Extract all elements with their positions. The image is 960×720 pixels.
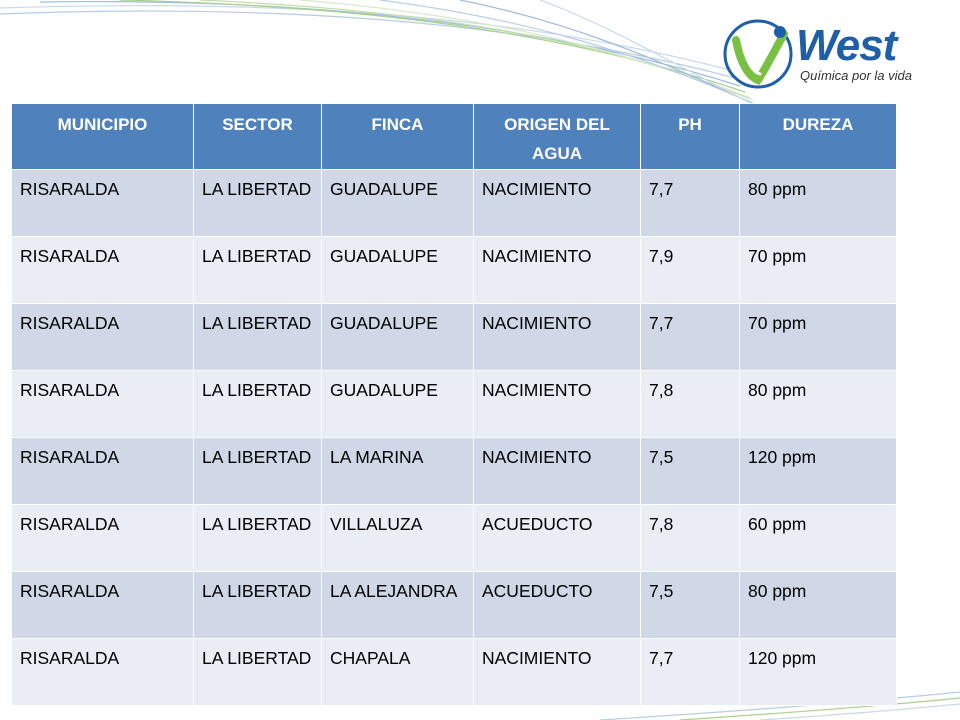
cell-sector: LA LIBERTAD — [193, 370, 322, 438]
cell-sector: LA LIBERTAD — [193, 437, 322, 505]
cell-ph: 7,5 — [640, 571, 740, 639]
cell-finca: GUADALUPE — [321, 370, 474, 438]
table-row: RISARALDA LA LIBERTAD GUADALUPE NACIMIEN… — [11, 370, 897, 438]
cell-municipio: RISARALDA — [11, 303, 194, 371]
cell-dureza: 80 ppm — [739, 571, 897, 639]
cell-municipio: RISARALDA — [11, 638, 194, 706]
table-row: RISARALDA LA LIBERTAD CHAPALA NACIMIENTO… — [11, 638, 897, 706]
brand-name: West — [796, 21, 897, 70]
cell-sector: LA LIBERTAD — [193, 303, 322, 371]
cell-sector: LA LIBERTAD — [193, 169, 322, 237]
cell-municipio: RISARALDA — [11, 571, 194, 639]
cell-origen: ACUEDUCTO — [473, 504, 641, 572]
cell-origen: NACIMIENTO — [473, 370, 641, 438]
cell-finca: CHAPALA — [321, 638, 474, 706]
brand-tagline: Química por la vida — [800, 68, 912, 83]
header-municipio: MUNICIPIO — [11, 103, 194, 170]
cell-ph: 7,5 — [640, 437, 740, 505]
cell-municipio: RISARALDA — [11, 504, 194, 572]
cell-dureza: 80 ppm — [739, 169, 897, 237]
cell-municipio: RISARALDA — [11, 236, 194, 304]
header-finca: FINCA — [321, 103, 474, 170]
cell-ph: 7,9 — [640, 236, 740, 304]
table-row: RISARALDA LA LIBERTAD GUADALUPE NACIMIEN… — [11, 236, 897, 304]
cell-ph: 7,8 — [640, 504, 740, 572]
cell-finca: LA MARINA — [321, 437, 474, 505]
cell-sector: LA LIBERTAD — [193, 504, 322, 572]
cell-dureza: 60 ppm — [739, 504, 897, 572]
cell-origen: NACIMIENTO — [473, 236, 641, 304]
table-header-row: MUNICIPIO SECTOR FINCA ORIGEN DEL AGUA P… — [11, 103, 897, 170]
cell-origen: NACIMIENTO — [473, 437, 641, 505]
cell-origen: NACIMIENTO — [473, 169, 641, 237]
cell-sector: LA LIBERTAD — [193, 571, 322, 639]
cell-dureza: 70 ppm — [739, 236, 897, 304]
cell-dureza: 70 ppm — [739, 303, 897, 371]
logo-mark-icon — [723, 19, 793, 89]
cell-municipio: RISARALDA — [11, 169, 194, 237]
cell-dureza: 120 ppm — [739, 437, 897, 505]
cell-finca: GUADALUPE — [321, 236, 474, 304]
cell-sector: LA LIBERTAD — [193, 638, 322, 706]
cell-origen: NACIMIENTO — [473, 638, 641, 706]
cell-dureza: 80 ppm — [739, 370, 897, 438]
cell-origen: NACIMIENTO — [473, 303, 641, 371]
cell-ph: 7,7 — [640, 638, 740, 706]
cell-sector: LA LIBERTAD — [193, 236, 322, 304]
table-row: RISARALDA LA LIBERTAD GUADALUPE NACIMIEN… — [11, 303, 897, 371]
cell-municipio: RISARALDA — [11, 370, 194, 438]
cell-municipio: RISARALDA — [11, 437, 194, 505]
header-swoosh-decoration — [0, 0, 761, 109]
table-row: RISARALDA LA LIBERTAD LA ALEJANDRA ACUED… — [11, 571, 897, 639]
cell-finca: LA ALEJANDRA — [321, 571, 474, 639]
cell-finca: GUADALUPE — [321, 169, 474, 237]
water-analysis-table: MUNICIPIO SECTOR FINCA ORIGEN DEL AGUA P… — [11, 103, 897, 706]
cell-origen: ACUEDUCTO — [473, 571, 641, 639]
header-dureza: DUREZA — [739, 103, 897, 170]
header-ph: PH — [640, 103, 740, 170]
cell-ph: 7,7 — [640, 169, 740, 237]
cell-dureza: 120 ppm — [739, 638, 897, 706]
cell-finca: GUADALUPE — [321, 303, 474, 371]
header-origen-del-agua: ORIGEN DEL AGUA — [473, 103, 641, 170]
table-row: RISARALDA LA LIBERTAD LA MARINA NACIMIEN… — [11, 437, 897, 505]
cell-finca: VILLALUZA — [321, 504, 474, 572]
cell-ph: 7,7 — [640, 303, 740, 371]
header-sector: SECTOR — [193, 103, 322, 170]
cell-ph: 7,8 — [640, 370, 740, 438]
table-row: RISARALDA LA LIBERTAD VILLALUZA ACUEDUCT… — [11, 504, 897, 572]
table-row: RISARALDA LA LIBERTAD GUADALUPE NACIMIEN… — [11, 169, 897, 237]
west-logo: West Química por la vida — [722, 18, 932, 90]
